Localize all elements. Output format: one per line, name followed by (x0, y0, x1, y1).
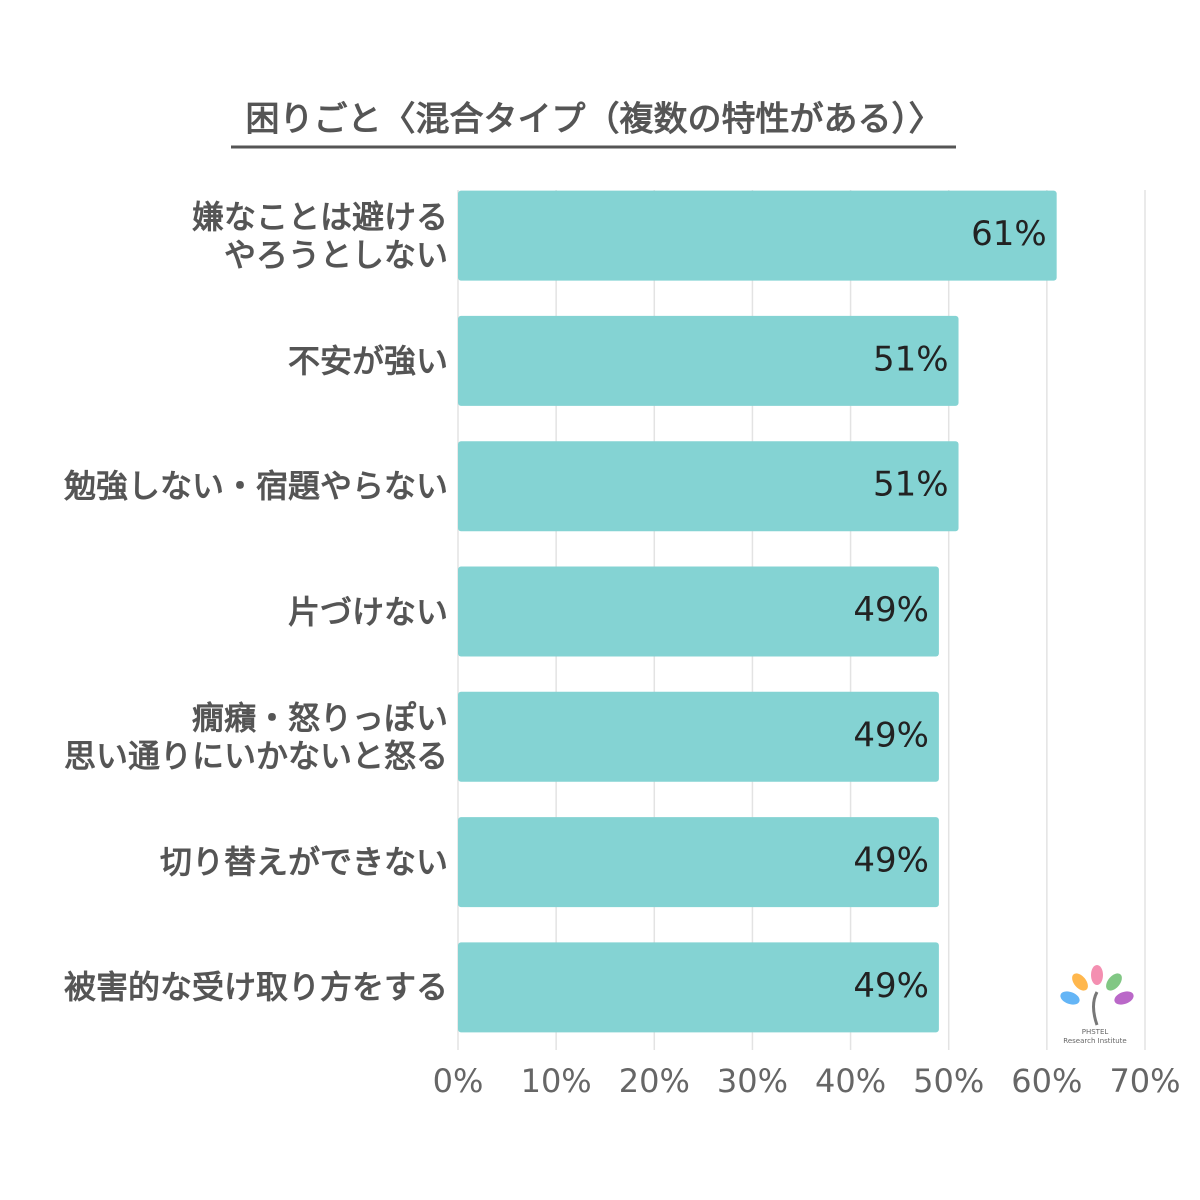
bar (458, 566, 939, 657)
logo-text: PHSTEL (1082, 1028, 1109, 1036)
value-label: 51% (873, 339, 949, 379)
x-tick-label: 40% (815, 1062, 886, 1100)
x-tick-label: 60% (1011, 1062, 1082, 1100)
category-label: 片づけない (287, 592, 448, 631)
category-label: 勉強しない・宿題やらない (63, 467, 448, 506)
category-label: 被害的な受け取り方をする (63, 968, 448, 1007)
x-tick-label: 10% (521, 1062, 592, 1100)
category-label: 癇癪・怒りっぽい 思い通りにいかないと怒る (63, 698, 448, 775)
bar (458, 190, 1057, 281)
value-label: 49% (853, 966, 929, 1006)
category-label: 嫌なことは避ける やろうとしない (191, 197, 448, 274)
value-label: 61% (971, 214, 1047, 254)
bar (458, 441, 959, 532)
logo-icon (1060, 965, 1134, 1026)
x-tick-label: 20% (619, 1062, 690, 1100)
x-tick-label: 0% (433, 1062, 484, 1100)
logo-text: Research Institute (1063, 1037, 1126, 1045)
value-label: 49% (853, 841, 929, 881)
category-label: 不安が強い (287, 341, 448, 380)
category-label: 切り替えができない (159, 843, 448, 882)
x-tick-label: 30% (717, 1062, 788, 1100)
bar (458, 817, 939, 908)
bar (458, 942, 939, 1033)
bar (458, 691, 939, 782)
bar (458, 315, 959, 406)
x-tick-label: 50% (913, 1062, 984, 1100)
value-label: 51% (873, 465, 949, 505)
chart-title: 困りごと〈混合タイプ（複数の特性がある）〉 (246, 100, 943, 140)
value-label: 49% (853, 590, 929, 630)
value-label: 49% (853, 715, 929, 755)
x-tick-label: 70% (1109, 1062, 1180, 1100)
